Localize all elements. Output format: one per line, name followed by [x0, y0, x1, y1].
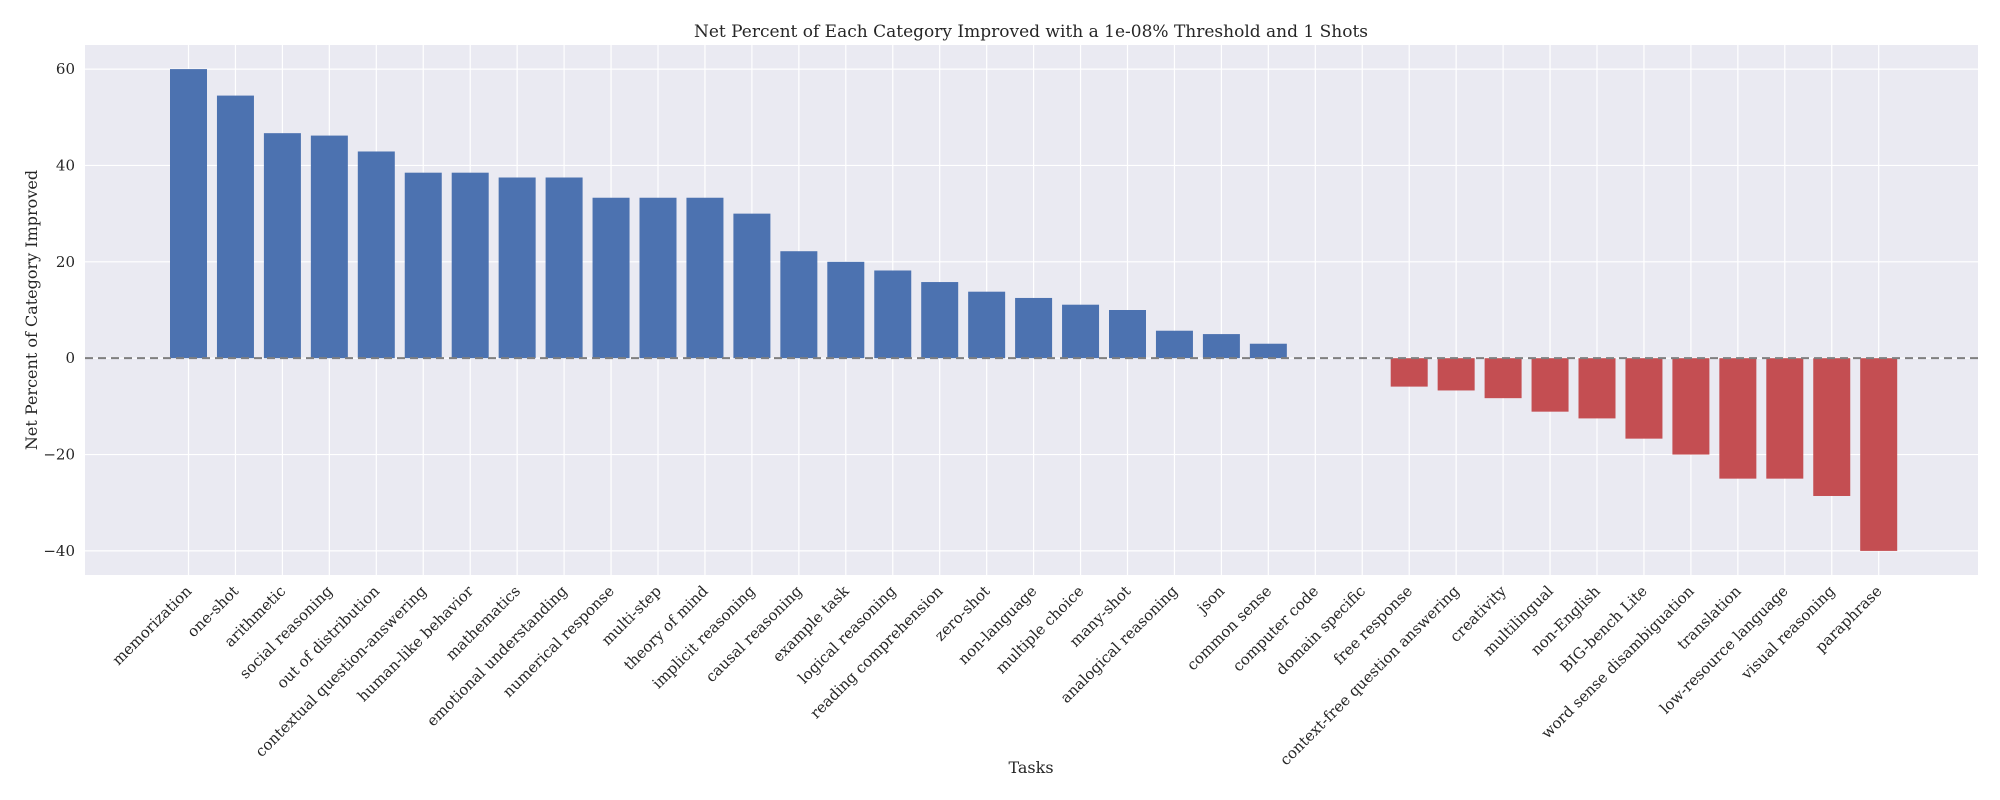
bar-visual-reasoning — [1813, 358, 1851, 496]
x-tick-label: theory of mind — [620, 582, 712, 674]
bar-one-shot — [216, 95, 254, 359]
bar-json — [1202, 334, 1240, 359]
y-tick-label: −40 — [43, 542, 75, 560]
bar-multilingual — [1531, 358, 1569, 412]
bars — [170, 69, 1898, 551]
y-tick-label: 40 — [56, 156, 75, 174]
x-tick-label: common sense — [1183, 582, 1275, 674]
bar-reading-comprehension — [921, 282, 959, 359]
bar-emotional-understanding — [545, 177, 583, 359]
bar-multi-step — [639, 197, 677, 359]
y-tick-label: 0 — [65, 349, 75, 367]
x-tick-label: json — [1192, 582, 1228, 618]
bar-memorization — [170, 69, 207, 359]
bar-paraphrase — [1860, 358, 1898, 551]
y-axis-ticks: −40 −20 0 20 40 60 — [43, 60, 75, 560]
bar-zero-shot — [968, 291, 1006, 359]
chart-title: Net Percent of Each Category Improved wi… — [694, 22, 1368, 42]
y-tick-label: −20 — [43, 446, 75, 464]
y-axis-label: Net Percent of Category Improved — [22, 170, 41, 450]
bar-out-of-distribution — [357, 151, 395, 359]
bar-common-sense — [1249, 343, 1287, 359]
x-axis-label: Tasks — [1008, 758, 1053, 777]
bar-low-resource-language — [1766, 358, 1804, 479]
bar-logical-reasoning — [874, 270, 912, 359]
bar-contextual-question-answering — [404, 172, 442, 359]
bar-context-free-question-answering — [1437, 358, 1475, 391]
x-tick-label: contextual question-answering — [252, 582, 431, 761]
bar-arithmetic — [263, 133, 301, 359]
bar-big-bench-lite — [1625, 358, 1663, 439]
bar-example-task — [827, 261, 865, 359]
bar-numerical-response — [592, 197, 630, 359]
x-tick-label: memorization — [109, 582, 196, 669]
bar-human-like-behavior — [451, 172, 489, 359]
bar-analogical-reasoning — [1155, 330, 1193, 359]
y-tick-label: 20 — [56, 253, 75, 271]
bar-free-response — [1390, 358, 1428, 387]
bar-theory-of-mind — [686, 197, 724, 359]
bar-creativity — [1484, 358, 1522, 399]
y-tick-label: 60 — [56, 60, 75, 78]
bar-causal-reasoning — [780, 251, 818, 359]
bar-mathematics — [498, 177, 536, 359]
bar-multiple-choice — [1062, 304, 1100, 359]
bar-word-sense-disambiguation — [1672, 358, 1710, 455]
bar-social-reasoning — [310, 135, 348, 359]
bar-non-language — [1015, 297, 1053, 359]
bar-non-english — [1578, 358, 1616, 419]
bar-implicit-reasoning — [733, 213, 771, 359]
bar-translation — [1719, 358, 1757, 479]
bar-many-shot — [1109, 310, 1146, 359]
x-tick-label: computer code — [1229, 582, 1322, 675]
